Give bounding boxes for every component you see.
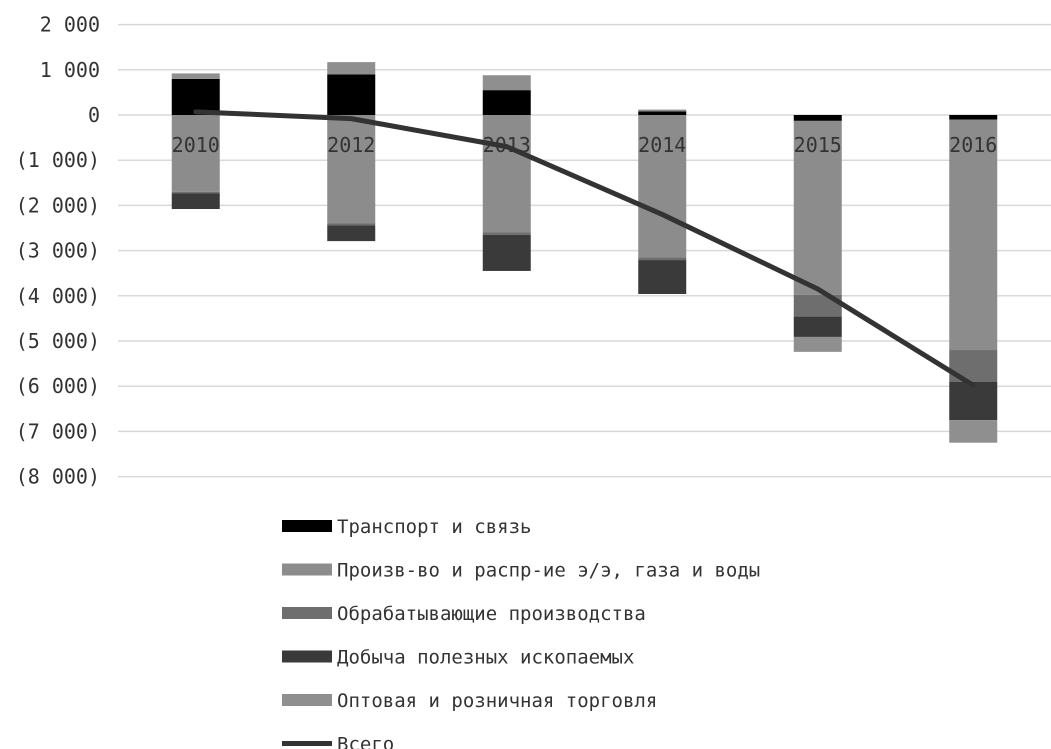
y-tick-label: (5 000) [16,329,100,353]
y-tick-label: 1 000 [40,58,100,82]
y-tick-label: (6 000) [16,374,100,398]
legend-label: Обрабатывающие производства [337,603,646,625]
legend-label: Произв-во и распр-ие э/э, газа и воды [337,560,760,582]
bar-segment [327,62,376,75]
bar-segment [793,316,842,337]
bar-segment [793,336,842,352]
bar-segment [793,120,842,295]
bar-segment [171,191,220,194]
bar-segment [171,115,220,192]
y-tick-label: (7 000) [16,419,100,443]
legend-swatch [282,607,332,619]
bar-segment [638,260,687,294]
bar-segment [482,234,531,271]
bar-segment [327,225,376,242]
y-tick-label: (8 000) [16,465,100,489]
y-axis-ticks: 2 000 1 000 0 (1 000) (2 000) (3 000) (4 000) (… [16,13,100,489]
legend-swatch [282,520,332,532]
bar-segment [171,78,220,115]
bar-segment [327,223,376,226]
bar-segment [482,90,531,115]
y-tick-label: (3 000) [16,239,100,263]
total-line [193,109,976,388]
bar-segment [949,381,998,421]
bar-segment [949,115,998,120]
bar-segment [482,75,531,91]
x-category-label: 2012 [327,133,375,157]
legend-label: Добыча полезных ископаемых [337,647,634,669]
y-tick-label: (1 000) [16,148,100,172]
bar-segment [949,119,998,351]
legend-label: Оптовая и розничная торговля [337,690,657,712]
legend: Транспорт и связь Произв-во и распр-ие э/… [282,516,760,749]
gridlines [118,23,1051,478]
y-tick-label: (4 000) [16,284,100,308]
legend-swatch [282,650,332,663]
bar-segment [327,74,376,115]
bars [171,62,998,443]
bar-segment [482,232,531,235]
legend-swatch [282,563,332,576]
legend-label: Транспорт и связь [337,516,531,538]
bar-segment [171,193,220,210]
bar-segment [638,111,687,115]
legend-label: Всего [337,734,394,749]
bar-segment [171,73,220,79]
bar-segment [793,294,842,317]
series-line-total [193,109,976,388]
x-category-label: 2010 [172,133,220,157]
bar-segment [327,115,376,224]
legend-swatch [282,694,332,706]
y-tick-label: 0 [88,103,100,127]
y-tick-label: (2 000) [16,193,100,217]
x-category-label: 2016 [949,133,997,157]
bar-segment [638,257,687,261]
bar-segment [949,420,998,443]
bar-segment [482,115,531,233]
category-labels: 2010 2012 2013 2014 2015 2016 [172,133,998,157]
bar-segment [638,115,687,258]
y-tick-label: 2 000 [40,13,100,37]
bar-segment [638,109,687,112]
x-category-label: 2015 [794,133,842,157]
x-category-label: 2014 [638,133,686,157]
bar-segment [793,115,842,121]
